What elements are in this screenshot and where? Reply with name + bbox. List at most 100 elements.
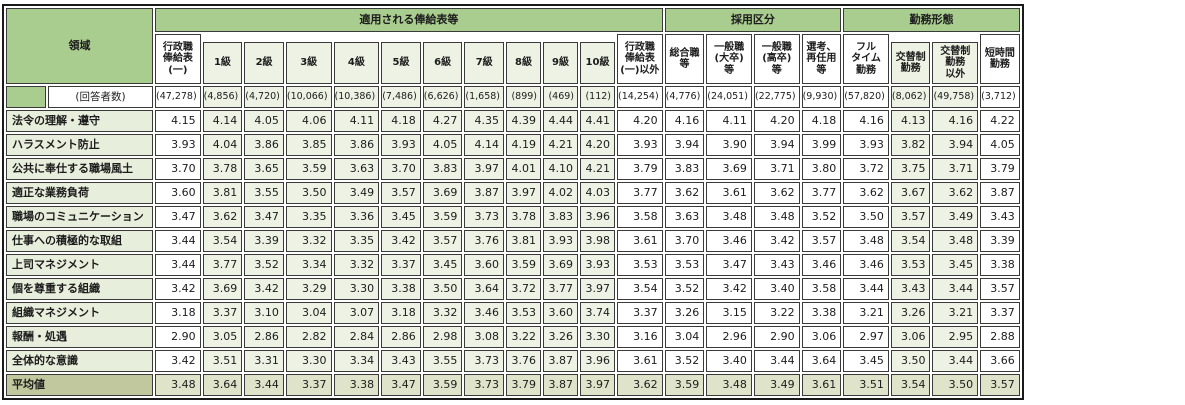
value-cell-grade-2: 3.42: [244, 278, 284, 300]
value-cell-kotaisei-kinmu: 3.43: [890, 278, 931, 300]
respondent-count-grade-3: (10,066): [285, 86, 332, 108]
value-cell-grade-3: 3.35: [285, 206, 332, 228]
value-cell-kotaisei-igai: 3.94: [932, 134, 979, 156]
value-cell-tanjikan-kinmu: 3.37: [980, 302, 1020, 324]
value-cell-grade-7: 4.14: [464, 134, 505, 156]
value-cell-grade-4: 3.49: [333, 182, 380, 204]
row-label: 仕事への積極的な取組: [6, 230, 153, 252]
row-label: 職場のコミュニケーション: [6, 206, 153, 228]
col-header-grade-4: 4級: [333, 34, 380, 84]
col-header-grade-7: 7級: [464, 34, 505, 84]
row-label: 個を尊重する組織: [6, 278, 153, 300]
value-cell-grade-6: 3.83: [422, 158, 463, 180]
value-cell-grade-6: 3.45: [422, 254, 463, 276]
value-cell-grade-7: 3.46: [464, 302, 505, 324]
value-cell-grade-5: 3.57: [381, 182, 421, 204]
col-header-grade-1: 1級: [202, 34, 243, 84]
value-cell-grade-9: 4.02: [543, 182, 579, 204]
col-header-tanjikan-kinmu: 短時間 勤務: [980, 34, 1020, 84]
col-header-ippanshoku-kosotsu: 一般職 (高卒) 等: [753, 34, 800, 84]
value-cell-grade-1: 3.37: [202, 302, 243, 324]
row-label: 報酬・処遇: [6, 326, 153, 348]
value-cell-ippanshoku-daisotsu: 3.15: [706, 302, 752, 324]
value-cell-grade-8: 3.97: [506, 182, 542, 204]
value-cell-grade-9: 3.26: [543, 326, 579, 348]
respondent-count-senko-saininyo: (9,930): [801, 86, 842, 108]
value-cell-fulltime-kinmu: 3.93: [843, 134, 889, 156]
value-cell-grade-9: 4.21: [543, 134, 579, 156]
value-cell-ippanshoku-daisotsu: 4.11: [706, 110, 752, 132]
value-cell-grade-6: 4.27: [422, 110, 463, 132]
value-cell-kotaisei-igai: 3.49: [932, 206, 979, 228]
corner-header-ryoiki: 領域: [6, 8, 153, 84]
respondent-count-grade-6: (6,626): [422, 86, 463, 108]
value-cell-kotaisei-igai: 3.50: [932, 374, 979, 396]
value-cell-fulltime-kinmu: 3.21: [843, 302, 889, 324]
value-cell-tanjikan-kinmu: 4.05: [980, 134, 1020, 156]
col-header-grade-8: 8級: [506, 34, 542, 84]
value-cell-grade-8: 3.22: [506, 326, 542, 348]
value-cell-ippanshoku-daisotsu: 3.69: [706, 158, 752, 180]
value-cell-ippanshoku-kosotsu: 3.62: [753, 182, 800, 204]
value-cell-ippanshoku-daisotsu: 3.46: [706, 230, 752, 252]
value-cell-grade-7: 3.97: [464, 158, 505, 180]
col-header-grade-6: 6級: [422, 34, 463, 84]
respondent-count-grade-10: (112): [580, 86, 616, 108]
value-cell-gyoseishoku-igai: 3.54: [617, 278, 663, 300]
value-cell-grade-5: 3.37: [381, 254, 421, 276]
value-cell-ippanshoku-kosotsu: 3.94: [753, 134, 800, 156]
value-cell-senko-saininyo: 3.38: [801, 302, 842, 324]
group-header-work-style: 勤務形態: [843, 8, 1020, 32]
value-cell-grade-2: 4.05: [244, 110, 284, 132]
column-header-row: 行政職 俸給表 (一) 1級 2級 3級 4級 5級 6級 7級 8級 9級 10級 行政職 俸給表 …: [6, 34, 1020, 84]
value-cell-tanjikan-kinmu: 3.57: [980, 374, 1020, 396]
value-cell-grade-1: 3.64: [202, 374, 243, 396]
value-cell-grade-5: 2.86: [381, 326, 421, 348]
value-cell-gyoseishoku-hokyuhyo-ichi: 3.47: [155, 206, 201, 228]
value-cell-grade-7: 3.73: [464, 206, 505, 228]
value-cell-grade-10: 3.30: [580, 326, 616, 348]
table-row: 職場のコミュニケーション 3.47 3.62 3.47 3.35 3.36 3.45 3.59…: [6, 206, 1020, 228]
average-row: 平均値 3.48 3.64 3.44 3.37 3.38 3.47 3.59 3.73 3.79 3…: [6, 374, 1020, 396]
table-row: 組織マネジメント 3.18 3.37 3.10 3.04 3.07 3.18 3.32 3.46…: [6, 302, 1020, 324]
value-cell-grade-6: 3.50: [422, 278, 463, 300]
respondent-count-grade-4: (10,386): [333, 86, 380, 108]
value-cell-grade-5: 3.47: [381, 374, 421, 396]
value-cell-grade-7: 4.35: [464, 110, 505, 132]
value-cell-ippanshoku-kosotsu: 3.43: [753, 254, 800, 276]
col-header-fulltime-kinmu: フル タイム 勤務: [843, 34, 889, 84]
value-cell-grade-1: 3.69: [202, 278, 243, 300]
value-cell-grade-6: 3.59: [422, 206, 463, 228]
value-cell-grade-1: 3.05: [202, 326, 243, 348]
value-cell-grade-10: 4.21: [580, 158, 616, 180]
value-cell-kotaisei-kinmu: 3.50: [890, 350, 931, 372]
value-cell-sogoshoku-to: 3.83: [664, 158, 705, 180]
value-cell-grade-1: 4.14: [202, 110, 243, 132]
col-header-grade-9: 9級: [543, 34, 579, 84]
value-cell-gyoseishoku-hokyuhyo-ichi: 2.90: [155, 326, 201, 348]
respondent-count-tanjikan-kinmu: (3,712): [980, 86, 1020, 108]
col-header-label: 4級: [333, 42, 380, 84]
value-cell-grade-5: 3.38: [381, 278, 421, 300]
value-cell-grade-4: 3.07: [333, 302, 380, 324]
value-cell-grade-10: 3.93: [580, 254, 616, 276]
value-cell-grade-3: 3.29: [285, 278, 332, 300]
value-cell-grade-4: 3.32: [333, 254, 380, 276]
value-cell-kotaisei-kinmu: 3.26: [890, 302, 931, 324]
value-cell-grade-5: 3.70: [381, 158, 421, 180]
value-cell-ippanshoku-daisotsu: 2.96: [706, 326, 752, 348]
value-cell-sogoshoku-to: 3.52: [664, 350, 705, 372]
value-cell-gyoseishoku-hokyuhyo-ichi: 4.15: [155, 110, 201, 132]
value-cell-kotaisei-kinmu: 4.13: [890, 110, 931, 132]
table-row: 適正な業務負荷 3.60 3.81 3.55 3.50 3.49 3.57 3.69 3.87 3…: [6, 182, 1020, 204]
value-cell-kotaisei-kinmu: 3.57: [890, 206, 931, 228]
value-cell-gyoseishoku-hokyuhyo-ichi: 3.42: [155, 278, 201, 300]
value-cell-grade-6: 3.55: [422, 350, 463, 372]
value-cell-kotaisei-kinmu: 3.67: [890, 182, 931, 204]
value-cell-ippanshoku-daisotsu: 3.42: [706, 278, 752, 300]
value-cell-sogoshoku-to: 4.16: [664, 110, 705, 132]
value-cell-ippanshoku-daisotsu: 3.47: [706, 254, 752, 276]
value-cell-grade-8: 3.59: [506, 254, 542, 276]
group-header-salary-schedule: 適用される俸給表等: [155, 8, 663, 32]
row-label: 全体的な意識: [6, 350, 153, 372]
